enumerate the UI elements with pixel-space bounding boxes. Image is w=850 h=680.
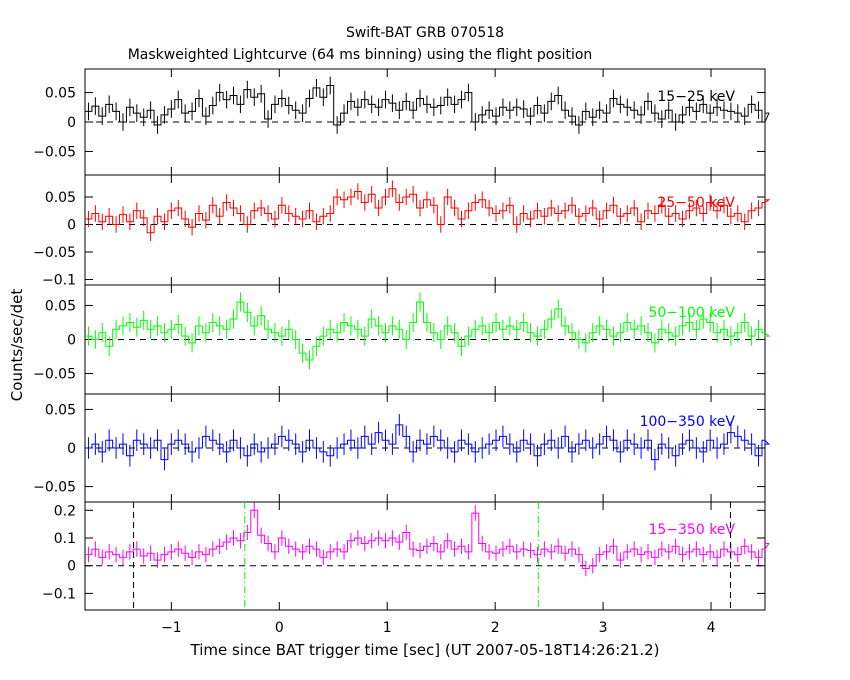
x-tick-label: 3 (599, 620, 608, 636)
y-tick-label: 0 (67, 333, 76, 349)
panel-frame (84, 174, 766, 286)
y-tick-label: −0.05 (33, 144, 76, 160)
panel-1: −0.05 0 0.05 15−25 keV (33, 68, 770, 176)
y-tick-label: 0 (67, 218, 76, 234)
panel-2: −0.1 −0.05 0 0.05 25−50 keV (33, 174, 771, 289)
panel-frame (84, 501, 766, 611)
y-axis-label: Counts/sec/det (8, 289, 26, 402)
band-label: 25−50 keV (657, 195, 735, 211)
chart-subtitle: Maskweighted Lightcurve (64 ms binning) … (128, 47, 593, 63)
y-tick-label: 0.05 (45, 298, 76, 314)
y-tick-label: 0 (67, 441, 76, 457)
y-tick-label: 0.05 (45, 86, 76, 102)
y-tick-label: −0.05 (33, 367, 76, 383)
panel-5: −0.1 0 0.1 0.2 15−350 keV −1 0 1 2 3 4 (42, 501, 770, 636)
y-tick-label: 0.1 (54, 531, 76, 547)
y-tick-label: −0.05 (33, 480, 76, 496)
panel-4: −0.05 0 0.05 100−350 keV (33, 393, 771, 503)
y-tick-label: 0 (67, 559, 76, 575)
band-label: 50−100 keV (648, 305, 735, 321)
x-tick-label: 0 (275, 620, 284, 636)
panels: −0.05 0 0.05 15−25 keV −0.1 −0.05 0 0.05 25−50 k… (33, 68, 771, 636)
x-tick-label: 1 (383, 620, 392, 636)
panel-3: −0.05 0 0.05 50−100 keV (33, 284, 771, 395)
y-tick-label: −0.1 (42, 586, 76, 602)
band-label: 100−350 keV (640, 414, 736, 430)
band-label: 15−25 keV (657, 89, 735, 105)
y-tick-label: 0.2 (54, 503, 76, 519)
chart-title: Swift-BAT GRB 070518 (346, 25, 504, 41)
series-line (85, 509, 770, 569)
x-tick-label: 2 (491, 620, 500, 636)
series-line (85, 84, 770, 126)
y-tick-label: 0 (67, 115, 76, 131)
series-line (85, 424, 771, 461)
x-tick-label: 4 (707, 620, 716, 636)
x-tick-label: −1 (161, 620, 182, 636)
y-tick-label: −0.1 (42, 273, 76, 289)
y-tick-label: 0.05 (45, 190, 76, 206)
x-axis-label: Time since BAT trigger time [sec] (UT 20… (190, 641, 660, 659)
y-tick-label: 0.05 (45, 402, 76, 418)
series-line (85, 301, 771, 361)
y-tick-label: −0.05 (33, 245, 76, 261)
series-line (85, 188, 771, 234)
band-label: 15−350 keV (648, 522, 735, 538)
